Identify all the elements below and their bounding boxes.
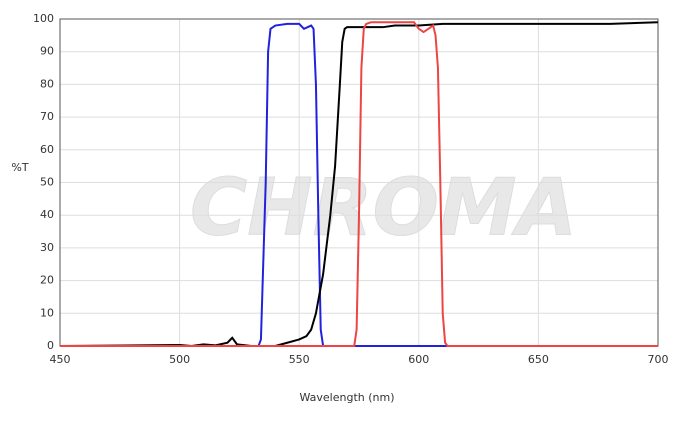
y-tick-label: 60 (40, 143, 54, 156)
x-tick-label: 550 (289, 353, 310, 366)
x-tick-label: 650 (528, 353, 549, 366)
series-line (60, 22, 658, 347)
y-tick-label: 40 (40, 208, 54, 221)
y-tick-label: 80 (40, 77, 54, 90)
y-tick-label: 10 (40, 306, 54, 319)
series-line (59, 21, 659, 348)
y-tick-label: 20 (40, 274, 54, 287)
y-tick-label: 100 (33, 12, 54, 25)
y-tick-label: 70 (40, 110, 54, 123)
x-axis-label: Wavelength (nm) (299, 391, 394, 404)
watermark: CHROMA (190, 163, 577, 253)
series-line (60, 21, 658, 347)
y-axis-label: %T (11, 161, 28, 174)
x-tick-label: 600 (408, 353, 429, 366)
y-tick-label: 50 (40, 176, 54, 189)
y-tick-label: 0 (47, 339, 54, 352)
y-tick-label: 30 (40, 241, 54, 254)
x-tick-label: 500 (169, 353, 190, 366)
y-tick-label: 90 (40, 45, 54, 58)
x-tick-label: 450 (50, 353, 71, 366)
x-tick-label: 700 (648, 353, 669, 366)
